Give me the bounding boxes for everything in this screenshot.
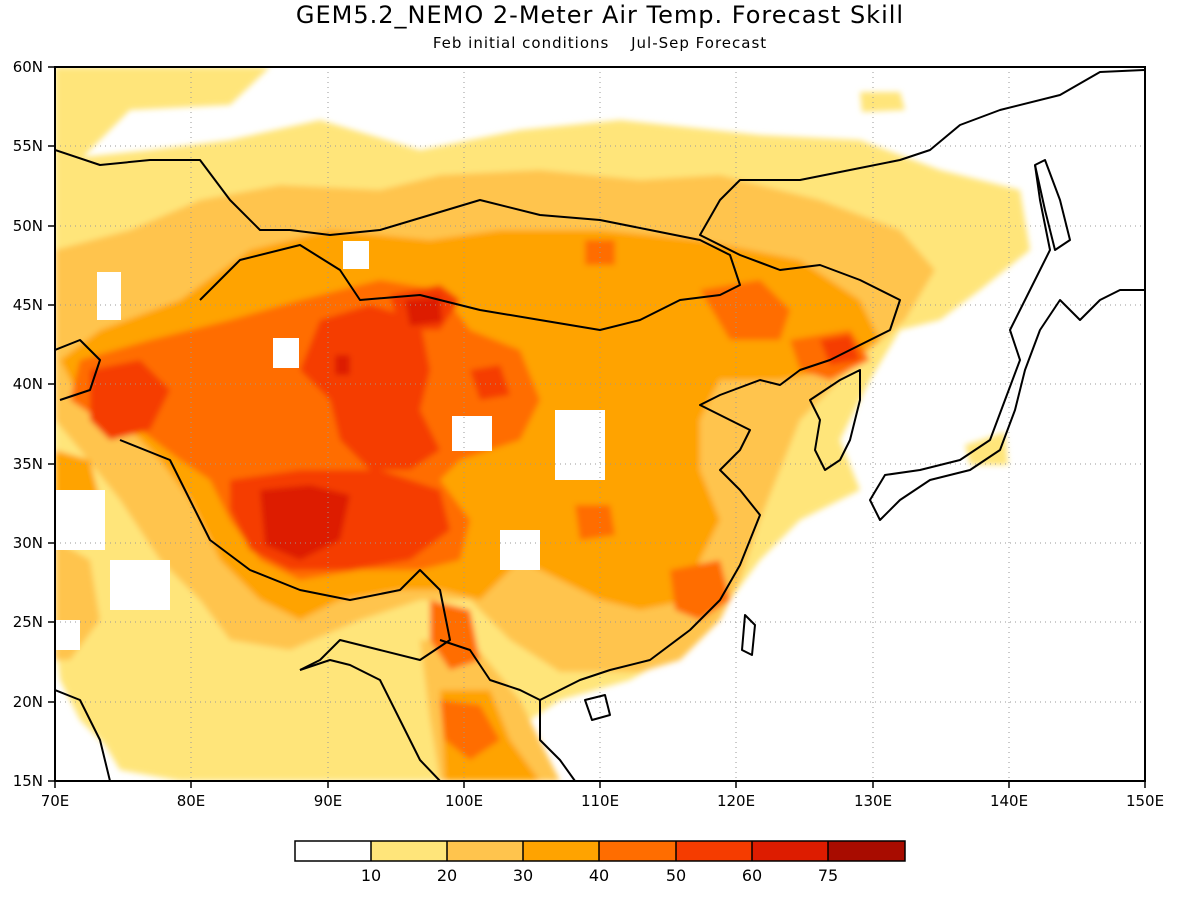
sakhalin-coastline — [1034, 159, 1071, 251]
lon-label-80e: 80E — [177, 792, 206, 810]
lon-label-100e: 100E — [445, 792, 483, 810]
lat-label-15n: 15N — [13, 772, 43, 790]
lon-label-70e: 70E — [41, 792, 70, 810]
lon-label-150e: 150E — [1126, 792, 1164, 810]
lat-label-25n: 25N — [13, 613, 43, 631]
east-asia-coastline — [539, 69, 1145, 781]
himalaya-border — [119, 439, 451, 671]
lat-label-55n: 55N — [13, 137, 43, 155]
lon-label-140e: 140E — [990, 792, 1028, 810]
subtitle-initial-conditions: Feb initial conditions — [432, 34, 610, 52]
map-subtitle: Feb initial conditions Jul-Sep Forecast — [0, 33, 1200, 53]
lon-label-90e: 90E — [314, 792, 343, 810]
colorbar-swatch-3 — [523, 841, 599, 861]
lat-label-20n: 20N — [13, 693, 43, 711]
lon-label-120e: 120E — [717, 792, 755, 810]
hainan-coastline — [584, 694, 611, 721]
lat-label-50n: 50N — [13, 217, 43, 235]
colorbar-swatch-7 — [828, 841, 905, 861]
lat-label-35n: 35N — [13, 455, 43, 473]
map-title: GEM5.2_NEMO 2-Meter Air Temp. Forecast S… — [295, 1, 905, 29]
colorbar-swatch-0 — [295, 841, 371, 861]
colorbar-label-20: 20 — [437, 866, 457, 885]
colorbar-swatch-4 — [599, 841, 676, 861]
colorbar-label-60: 60 — [742, 866, 762, 885]
mongolia-border — [199, 199, 741, 331]
colorbar-swatch-6 — [752, 841, 828, 861]
colorbar-swatch-2 — [447, 841, 523, 861]
japan-coastline — [869, 164, 1145, 521]
colorbar-label-30: 30 — [513, 866, 533, 885]
colorbar-label-10: 10 — [361, 866, 381, 885]
gridlines — [55, 67, 1145, 781]
lon-label-130e: 130E — [854, 792, 892, 810]
lon-label-110e: 110E — [581, 792, 619, 810]
caspian-border — [55, 339, 101, 401]
lat-label-45n: 45N — [13, 296, 43, 314]
korea-coastline — [809, 369, 861, 471]
colorbar-label-40: 40 — [589, 866, 609, 885]
low-skill-pockets — [55, 241, 605, 650]
indochina-border — [439, 639, 541, 701]
central-asia-border — [55, 149, 290, 231]
lat-label-30n: 30N — [13, 534, 43, 552]
india-coastline — [55, 689, 111, 781]
colorbar-label-75: 75 — [818, 866, 838, 885]
subtitle-forecast-period: Jul-Sep Forecast — [631, 34, 768, 52]
taiwan-coastline — [741, 614, 756, 656]
colorbar-label-50: 50 — [666, 866, 686, 885]
bay-of-bengal-coast — [299, 659, 441, 781]
colorbar-swatch-5 — [676, 841, 752, 861]
coastlines-borders — [55, 69, 1145, 781]
colorbar: 10 20 30 40 50 60 75 — [294, 840, 906, 885]
lat-label-40n: 40N — [13, 375, 43, 393]
axis-ticks — [48, 66, 1146, 788]
lat-label-60n: 60N — [13, 58, 43, 76]
colorbar-swatch-1 — [371, 841, 447, 861]
